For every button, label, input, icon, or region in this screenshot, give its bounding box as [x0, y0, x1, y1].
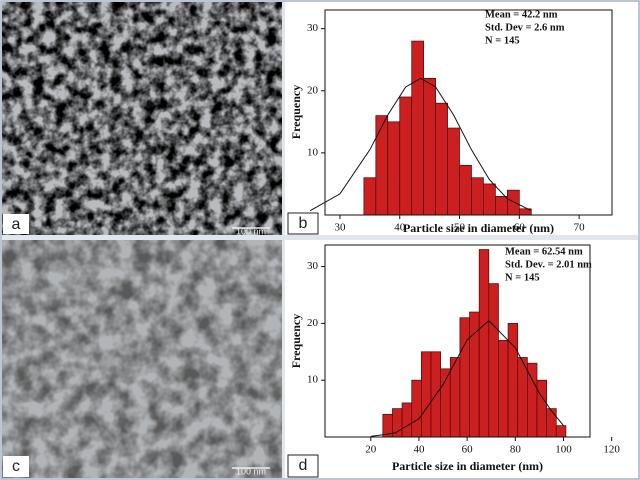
- panel-label-box: [3, 456, 29, 477]
- bar: [507, 323, 519, 438]
- x-tick-label: 100: [555, 444, 572, 456]
- panel-label: c: [12, 458, 20, 475]
- x-tick-label: 20: [365, 444, 377, 456]
- y-tick-label: 30: [307, 260, 319, 272]
- y-tick-label: 10: [307, 146, 319, 158]
- bar: [507, 189, 520, 216]
- panel-label: d: [299, 457, 308, 474]
- y-axis-label: Frequency: [289, 314, 303, 368]
- tem-texture: [2, 240, 282, 478]
- panel-label: b: [299, 215, 308, 232]
- x-tick-label: 40: [394, 222, 406, 234]
- fit-curve: [370, 319, 564, 437]
- x-tick-label: 60: [462, 444, 474, 456]
- bar: [517, 357, 528, 438]
- bar: [440, 368, 451, 438]
- x-axis-label: Particle size in diameter (nm): [403, 221, 554, 235]
- bar: [459, 164, 472, 216]
- bar: [401, 402, 413, 438]
- annotation: N = 145: [505, 272, 540, 283]
- y-tick-label: 30: [307, 22, 319, 34]
- bar: [488, 283, 499, 438]
- x-tick-label: 80: [510, 444, 522, 456]
- bar: [498, 340, 509, 438]
- panel-label-box: [287, 212, 319, 235]
- bar: [471, 177, 484, 216]
- axes-box: [324, 9, 613, 216]
- bar: [546, 408, 557, 438]
- x-axis-label: Particle size in diameter (nm): [392, 459, 543, 473]
- bar: [363, 177, 377, 216]
- x-tick-label: 50: [454, 222, 466, 234]
- tem-texture: [2, 2, 282, 235]
- bar: [435, 102, 448, 216]
- fit-curve: [309, 77, 532, 212]
- bar: [495, 196, 508, 216]
- x-tick-label: 60: [514, 222, 526, 234]
- x-tick-label: 30: [334, 222, 346, 234]
- bar: [447, 127, 460, 216]
- bar: [423, 77, 436, 216]
- y-axis-label: Frequency: [289, 85, 303, 139]
- bar: [375, 115, 389, 216]
- bar: [555, 425, 567, 438]
- bar: [411, 40, 425, 216]
- y-tick-label: 20: [307, 84, 319, 96]
- y-tick-label: 10: [307, 374, 319, 386]
- annotation: Std. Dev. = 2.01 nm: [505, 259, 592, 270]
- scale-bar-label: 100 nm: [236, 466, 266, 476]
- y-tick-label: 20: [307, 317, 319, 329]
- bar: [478, 249, 490, 438]
- bar: [421, 351, 432, 438]
- bar: [411, 379, 422, 438]
- x-tick-label: 70: [574, 222, 586, 234]
- x-tick-label: 40: [413, 444, 425, 456]
- bar: [459, 317, 470, 438]
- annotation: N = 145: [485, 35, 520, 46]
- bar: [483, 183, 496, 216]
- x-tick-label: 120: [603, 444, 620, 456]
- scale-bar-label: 100 nm: [236, 226, 266, 236]
- annotation: Mean = 42.2 nm: [485, 9, 558, 20]
- bar: [399, 96, 413, 216]
- bar: [387, 121, 401, 216]
- axes-box: [324, 244, 591, 438]
- bar: [536, 379, 547, 438]
- panel-label-box: [3, 214, 29, 234]
- annotation: Std. Dev = 2.6 nm: [485, 22, 565, 33]
- annotation: Mean = 62.54 nm: [505, 246, 583, 257]
- panel-label: a: [12, 216, 21, 233]
- panel-label-box: [287, 454, 319, 478]
